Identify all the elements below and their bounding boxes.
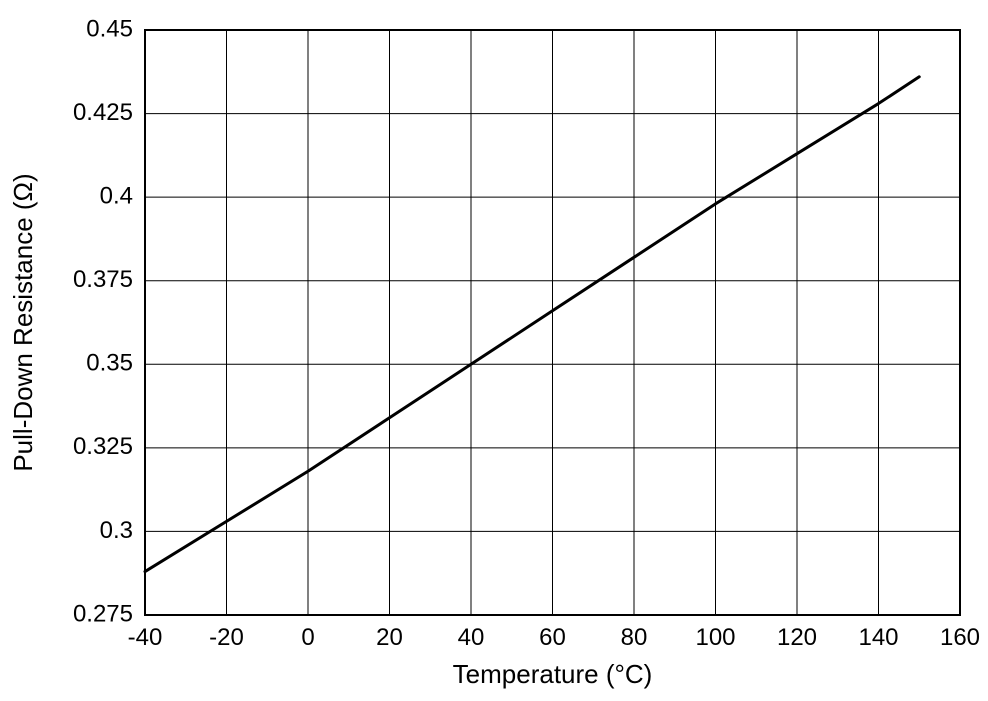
x-axis-label: Temperature (°C) bbox=[453, 659, 653, 689]
y-axis-label: Pull-Down Resistance (Ω) bbox=[8, 173, 38, 471]
svg-text:60: 60 bbox=[539, 624, 566, 651]
svg-text:20: 20 bbox=[376, 624, 403, 651]
svg-text:0.45: 0.45 bbox=[86, 15, 133, 42]
svg-text:0.325: 0.325 bbox=[73, 433, 133, 460]
svg-text:0.275: 0.275 bbox=[73, 600, 133, 627]
svg-text:0: 0 bbox=[301, 624, 314, 651]
svg-text:40: 40 bbox=[458, 624, 485, 651]
svg-text:0.375: 0.375 bbox=[73, 266, 133, 293]
line-chart: -40 -20 0 20 40 60 80 100 120 140 160 0.275 0.3 0.325… bbox=[0, 0, 988, 701]
svg-text:160: 160 bbox=[940, 624, 980, 651]
svg-text:-40: -40 bbox=[128, 624, 163, 651]
svg-text:0.4: 0.4 bbox=[100, 182, 133, 209]
svg-text:0.3: 0.3 bbox=[100, 517, 133, 544]
svg-text:120: 120 bbox=[777, 624, 817, 651]
svg-text:140: 140 bbox=[858, 624, 898, 651]
chart-container: -40 -20 0 20 40 60 80 100 120 140 160 0.275 0.3 0.325… bbox=[0, 0, 988, 701]
svg-text:100: 100 bbox=[695, 624, 735, 651]
svg-text:0.35: 0.35 bbox=[86, 350, 133, 377]
svg-text:80: 80 bbox=[621, 624, 648, 651]
svg-text:-20: -20 bbox=[209, 624, 244, 651]
svg-text:0.425: 0.425 bbox=[73, 99, 133, 126]
